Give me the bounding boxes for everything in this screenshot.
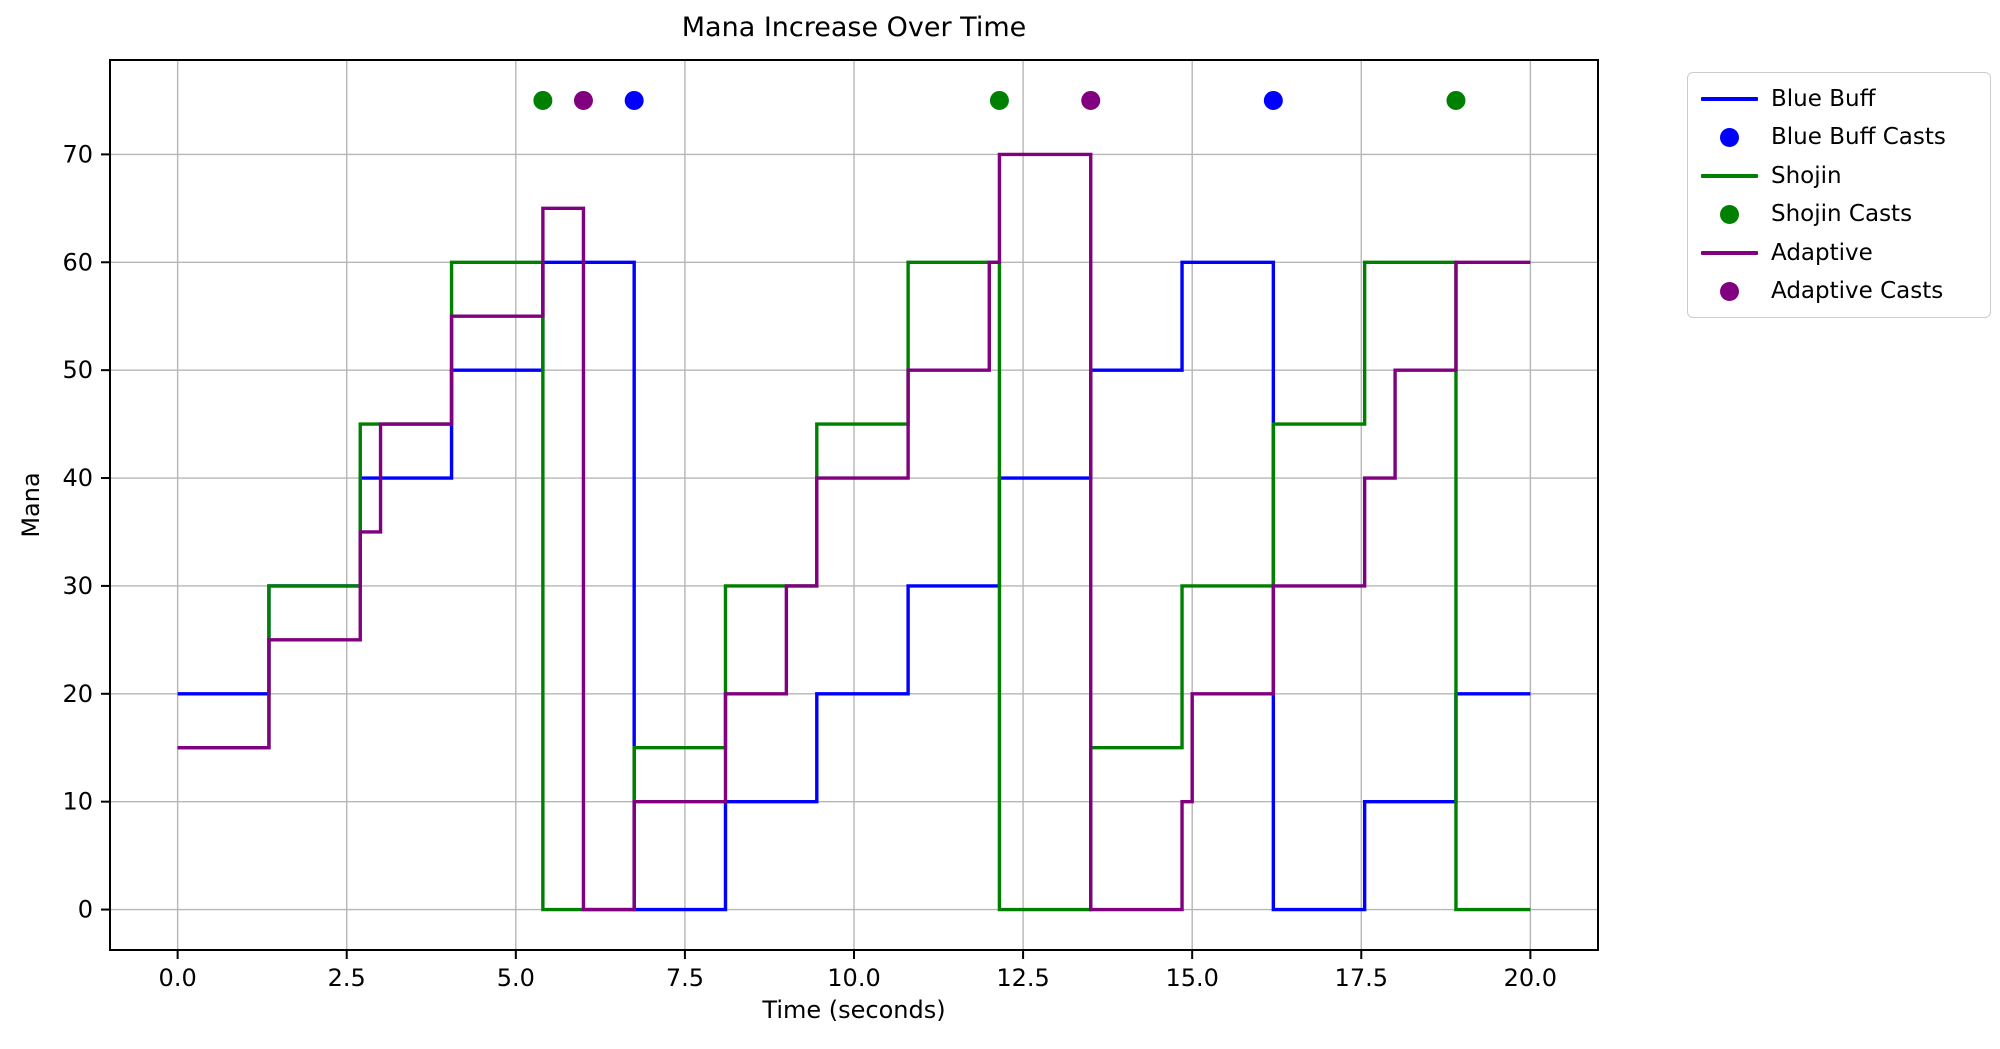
legend-label: Blue Buff: [1771, 85, 1876, 112]
y-tick-label: 10: [62, 788, 93, 816]
purple-line-sample: [1701, 250, 1758, 255]
x-tick-label: 17.5: [1335, 964, 1388, 992]
x-tick-label: 20.0: [1504, 964, 1557, 992]
y-tick-label: 20: [62, 680, 93, 708]
legend-sample: [1688, 250, 1771, 255]
legend-label: Shojin: [1771, 162, 1842, 189]
x-tick-label: 5.0: [497, 964, 535, 992]
adaptive-line: [177, 152, 1531, 912]
legend-sample: [1688, 204, 1771, 224]
adaptive-casts-marker: [1081, 90, 1101, 110]
y-tick-label: 40: [62, 464, 93, 492]
y-axis-label: Mana: [17, 472, 45, 538]
y-tick-label: 60: [62, 248, 93, 276]
legend-item-shojin: Shojin: [1688, 159, 1990, 192]
legend: Blue Buff Blue Buff Casts Shojin Shojin …: [1687, 72, 1991, 318]
legend-item-shojin-casts: Shojin Casts: [1688, 198, 1990, 231]
y-tick-label: 50: [62, 356, 93, 384]
green-dot-icon: [1720, 204, 1739, 224]
blue-line-sample: [1701, 96, 1758, 101]
purple-dot-icon: [1720, 281, 1739, 301]
legend-item-blue-buff-casts: Blue Buff Casts: [1688, 121, 1990, 154]
blue-buff-casts-marker: [1263, 90, 1283, 110]
y-tick-label: 70: [62, 140, 93, 168]
x-tick-label: 7.5: [666, 964, 704, 992]
legend-item-blue-buff: Blue Buff: [1688, 82, 1990, 115]
x-tick-label: 12.5: [996, 964, 1049, 992]
blue-buff-casts-marker: [624, 90, 644, 110]
green-line-sample: [1701, 173, 1758, 178]
legend-sample: [1688, 96, 1771, 101]
blue-dot-icon: [1720, 127, 1739, 147]
shojin-casts-marker: [989, 90, 1009, 110]
y-tick-label: 0: [78, 896, 93, 924]
adaptive-casts-marker: [573, 90, 593, 110]
blue-buff-line: [177, 260, 1531, 912]
y-tick-label: 30: [62, 572, 93, 600]
legend-label: Shojin Casts: [1771, 201, 1913, 228]
x-axis-label: Time (seconds): [762, 996, 946, 1024]
legend-label: Adaptive: [1771, 239, 1873, 266]
x-tick-label: 0.0: [159, 964, 197, 992]
shojin-casts-marker: [1446, 90, 1466, 110]
legend-label: Adaptive Casts: [1771, 278, 1944, 305]
legend-sample: [1688, 281, 1771, 301]
shojin-casts-marker: [533, 90, 553, 110]
chart-title: Mana Increase Over Time: [681, 12, 1027, 43]
legend-sample: [1688, 173, 1771, 178]
x-tick-label: 2.5: [328, 964, 366, 992]
legend-label: Blue Buff Casts: [1771, 124, 1946, 151]
legend-item-adaptive: Adaptive: [1688, 236, 1990, 269]
x-tick-label: 10.0: [827, 964, 880, 992]
x-tick-label: 15.0: [1165, 964, 1218, 992]
legend-sample: [1688, 127, 1771, 147]
legend-item-adaptive-casts: Adaptive Casts: [1688, 275, 1990, 308]
